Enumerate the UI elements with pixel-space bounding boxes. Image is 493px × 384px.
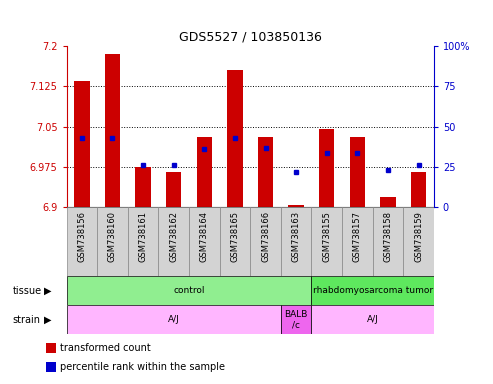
Bar (288, 205, 304, 207)
Bar (67, 305, 281, 334)
Text: ▶: ▶ (44, 286, 52, 296)
Bar (136, 167, 151, 207)
Text: control: control (173, 286, 205, 295)
Text: GSM738158: GSM738158 (384, 211, 392, 262)
Text: rhabdomyosarcoma tumor: rhabdomyosarcoma tumor (313, 286, 433, 295)
Text: BALB
/c: BALB /c (284, 310, 308, 329)
Text: ▶: ▶ (44, 314, 52, 325)
Bar (319, 129, 334, 207)
Bar (403, 207, 434, 276)
Bar (166, 172, 181, 207)
Bar (97, 207, 128, 276)
Text: GSM738156: GSM738156 (77, 211, 86, 262)
Bar (342, 207, 373, 276)
Bar (128, 207, 158, 276)
Bar (197, 137, 212, 207)
Text: tissue: tissue (12, 286, 41, 296)
Bar (105, 54, 120, 207)
Bar (74, 81, 90, 207)
Text: GSM738166: GSM738166 (261, 211, 270, 262)
Text: transformed count: transformed count (60, 343, 150, 353)
Text: GSM738163: GSM738163 (291, 211, 301, 262)
Bar (380, 197, 395, 207)
Text: percentile rank within the sample: percentile rank within the sample (60, 362, 224, 372)
Text: GSM738161: GSM738161 (139, 211, 147, 262)
Text: GSM738160: GSM738160 (108, 211, 117, 262)
Text: A/J: A/J (168, 315, 179, 324)
Bar (250, 207, 281, 276)
Bar (227, 70, 243, 207)
Bar (373, 207, 403, 276)
Bar (312, 207, 342, 276)
Bar (411, 172, 426, 207)
Bar (258, 137, 273, 207)
Bar (67, 207, 97, 276)
Bar (219, 207, 250, 276)
Text: GSM738159: GSM738159 (414, 211, 423, 262)
Text: GSM738162: GSM738162 (169, 211, 178, 262)
Text: GSM738165: GSM738165 (230, 211, 240, 262)
Bar (189, 207, 219, 276)
Bar (281, 305, 312, 334)
Title: GDS5527 / 103850136: GDS5527 / 103850136 (179, 30, 321, 43)
Text: A/J: A/J (367, 315, 379, 324)
Text: GSM738155: GSM738155 (322, 211, 331, 262)
Bar (312, 305, 434, 334)
Bar (312, 276, 434, 305)
Bar (67, 276, 312, 305)
Text: GSM738164: GSM738164 (200, 211, 209, 262)
Text: strain: strain (12, 314, 40, 325)
Bar (158, 207, 189, 276)
Bar (350, 137, 365, 207)
Bar (46, 362, 56, 372)
Text: GSM738157: GSM738157 (353, 211, 362, 262)
Bar (281, 207, 312, 276)
Bar (46, 343, 56, 353)
